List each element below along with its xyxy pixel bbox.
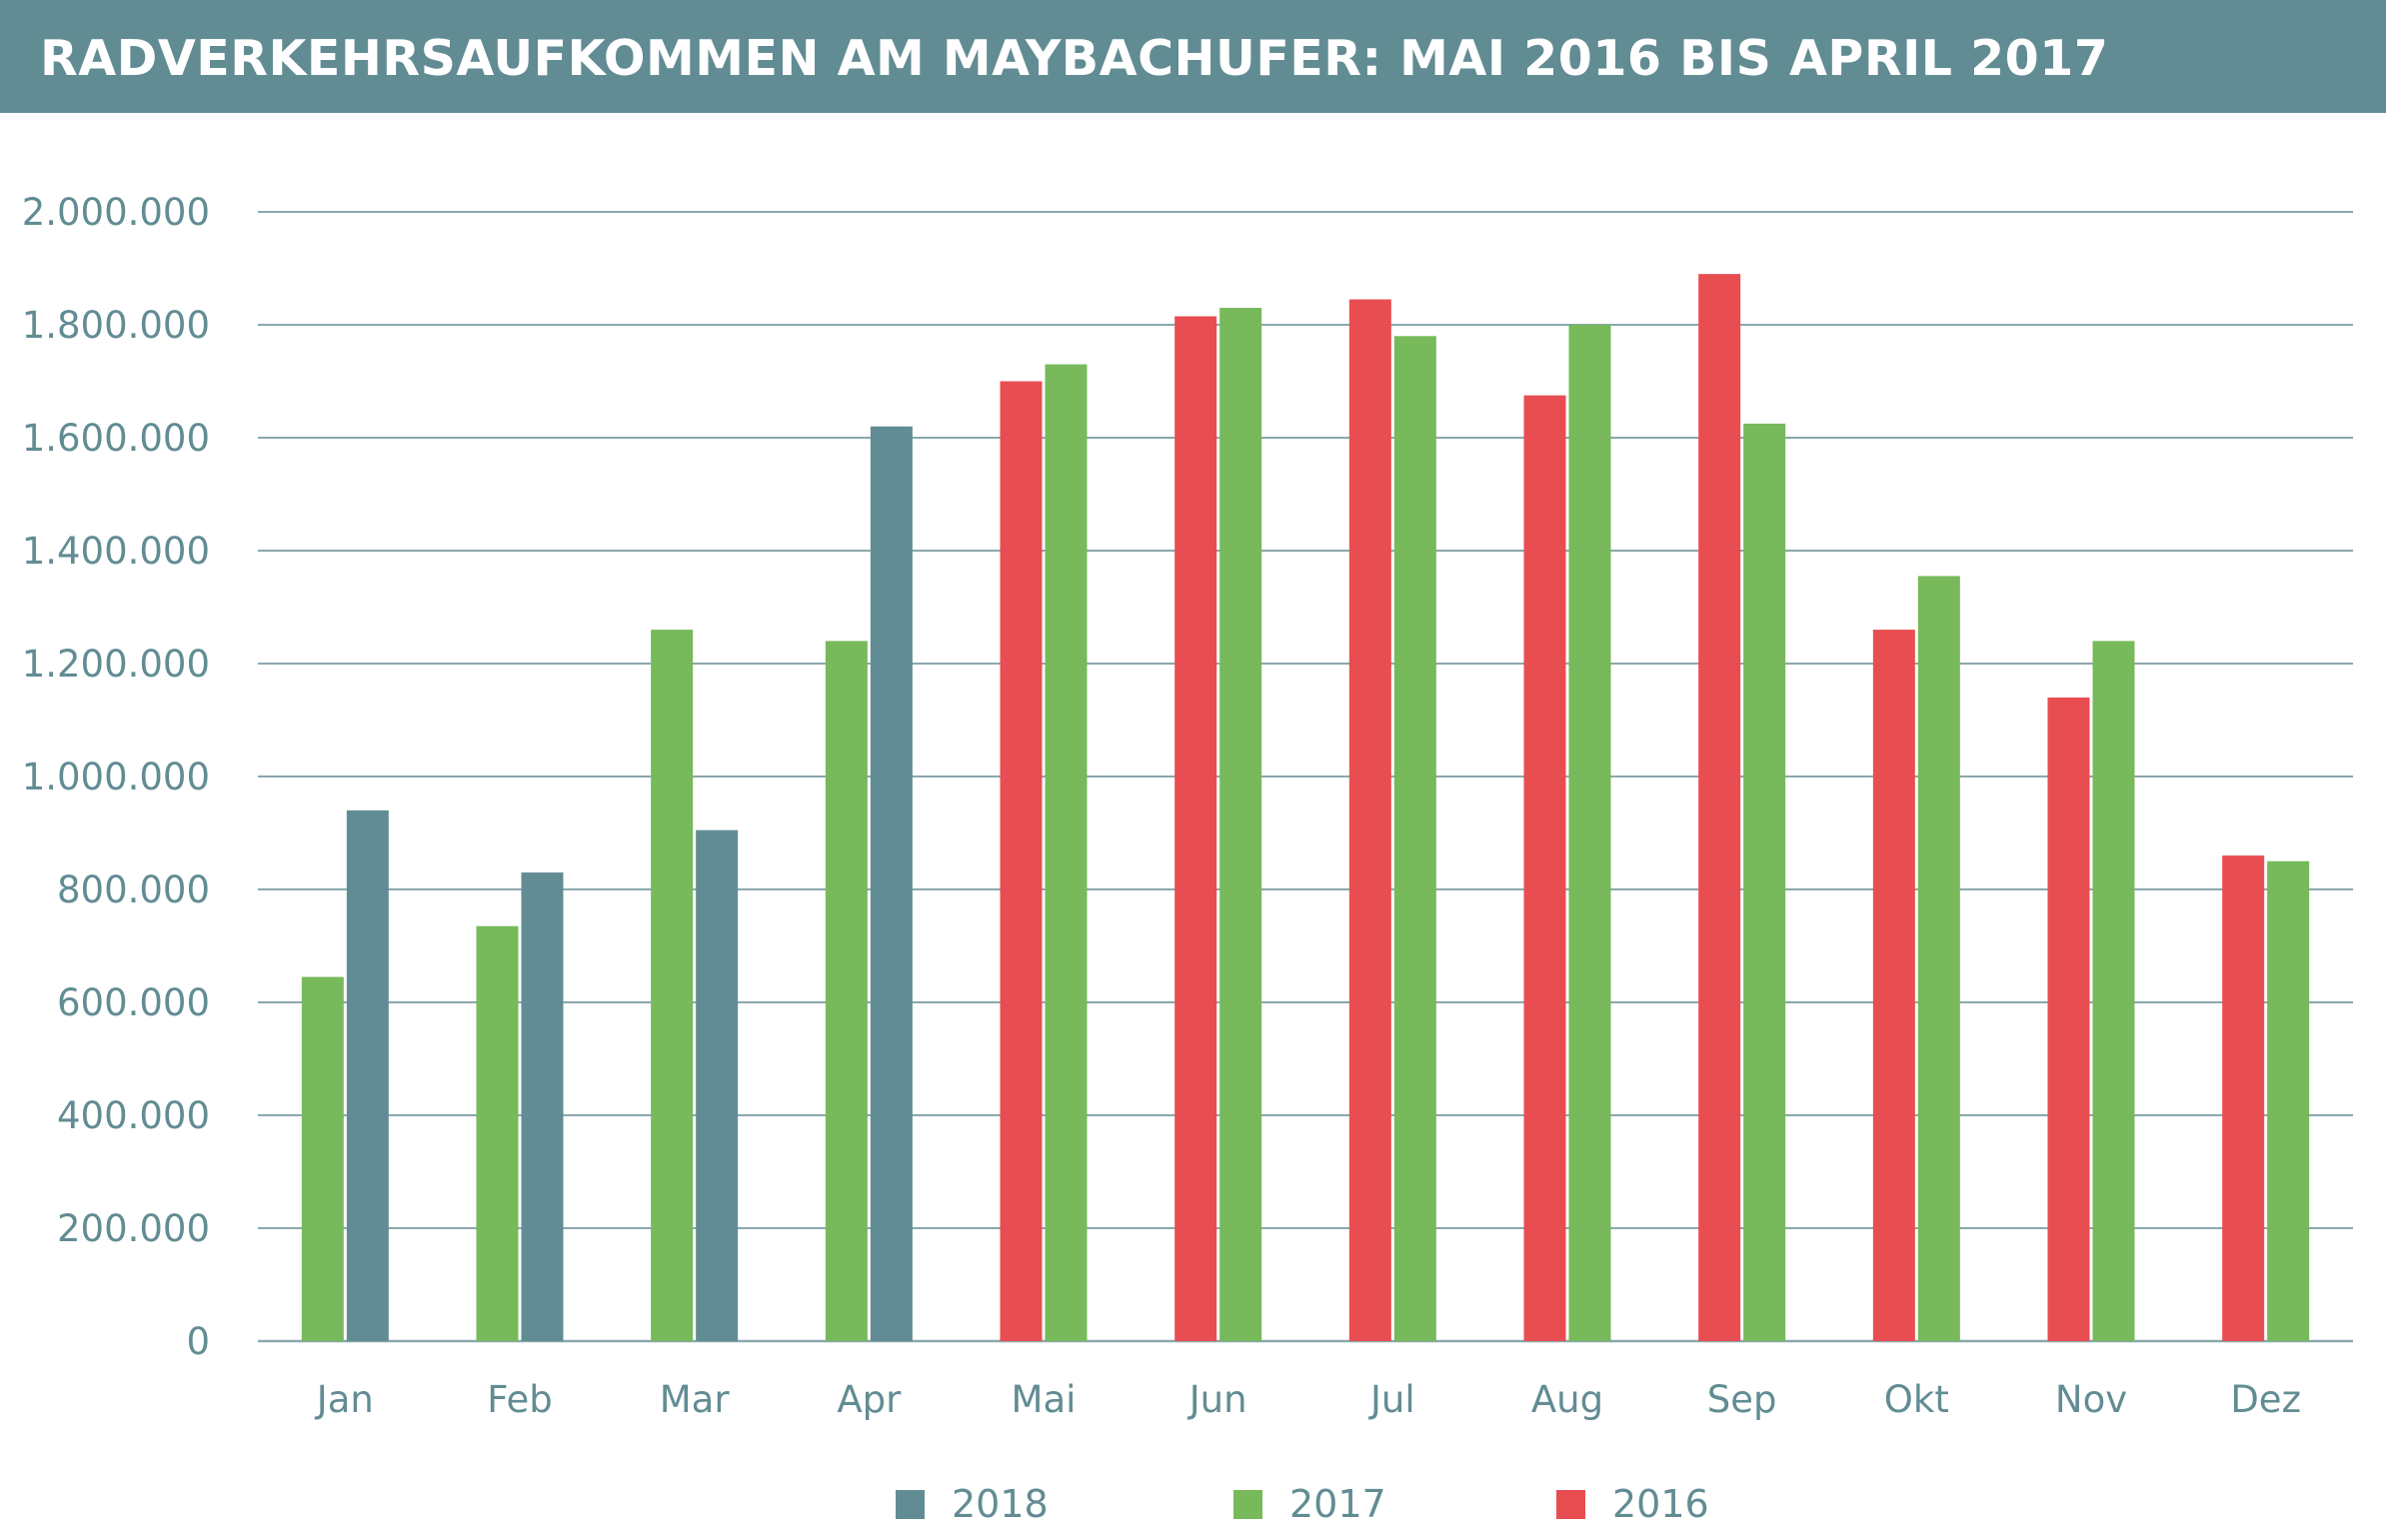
x-tick-label: Jul [1368,1378,1415,1421]
bar-2016-mai [1000,381,1043,1341]
bar-2016-dez [2222,855,2265,1341]
y-tick-label: 1.800.000 [22,304,210,347]
bar-2018-jan [346,809,389,1341]
x-tick-label: Jan [315,1378,374,1421]
bar-2017-dez [2267,860,2310,1341]
title-bar: RADVERKEHRSAUFKOMMEN AM MAYBACHUFER: MAI… [0,0,2386,113]
y-tick-label: 0 [186,1320,210,1363]
bar-2016-sep [1698,274,1741,1341]
bar-2017-jun [1219,308,1262,1341]
x-tick-label: Sep [1707,1378,1777,1421]
x-tick-label: Nov [2055,1378,2127,1421]
bar-2016-aug [1523,395,1566,1341]
y-tick-label: 1.400.000 [22,530,210,573]
legend-swatch-2017 [1233,1490,1262,1519]
y-tick-label: 1.600.000 [22,417,210,460]
x-tick-label: Dez [2230,1378,2301,1421]
x-tick-label: Aug [1531,1378,1603,1421]
legend-label-2018: 2018 [952,1482,1049,1526]
bar-2017-mai [1045,364,1088,1341]
legend-swatch-2018 [896,1490,925,1519]
bar-2017-okt [1917,576,1960,1341]
bar-2016-okt [1872,630,1915,1341]
x-tick-label: Feb [487,1378,553,1421]
x-tick-label: Okt [1884,1378,1949,1421]
bar-2017-sep [1743,423,1786,1341]
y-tick-label: 1.200.000 [22,643,210,686]
chart-title: RADVERKEHRSAUFKOMMEN AM MAYBACHUFER: MAI… [40,30,2109,87]
bars [301,274,2310,1342]
x-tick-label: Jun [1188,1378,1247,1421]
y-tick-label: 200.000 [57,1207,210,1250]
bar-2017-nov [2092,641,2135,1341]
bar-2018-mar [696,829,739,1341]
bar-2018-feb [521,872,564,1341]
y-axis-tick-labels: 0 200.000 400.000 600.000 800.000 1.000.000 1.… [22,191,210,1363]
bar-2017-mar [651,630,694,1341]
bar-2016-jun [1175,316,1217,1341]
y-tick-label: 800.000 [57,868,210,911]
y-tick-label: 600.000 [57,981,210,1024]
x-tick-label: Mar [660,1378,731,1421]
bar-2016-nov [2047,697,2090,1341]
y-tick-label: 400.000 [57,1094,210,1137]
legend-swatch-2016 [1556,1490,1585,1519]
bar-2017-jul [1393,336,1436,1341]
bar-2017-feb [476,925,519,1341]
bar-chart: 0 200.000 400.000 600.000 800.000 1.000.000 1.… [22,191,2353,1526]
y-tick-label: 2.000.000 [22,191,210,234]
bar-2016-jul [1348,299,1391,1342]
x-tick-label: Mai [1012,1378,1077,1421]
bar-2017-aug [1568,325,1611,1341]
bar-2017-jan [301,976,344,1341]
x-axis-tick-labels: Jan Feb Mar Apr Mai Jun Jul Aug Sep Okt Nov Dez [315,1378,2301,1421]
y-tick-label: 1.000.000 [22,756,210,798]
gridlines [258,211,2353,1343]
x-tick-label: Apr [837,1378,902,1421]
bar-2017-apr [825,641,868,1341]
bar-2018-apr [870,426,913,1341]
legend-label-2016: 2016 [1612,1482,1709,1526]
legend-label-2017: 2017 [1289,1482,1386,1526]
legend: 2018 2017 2016 [896,1482,1709,1526]
